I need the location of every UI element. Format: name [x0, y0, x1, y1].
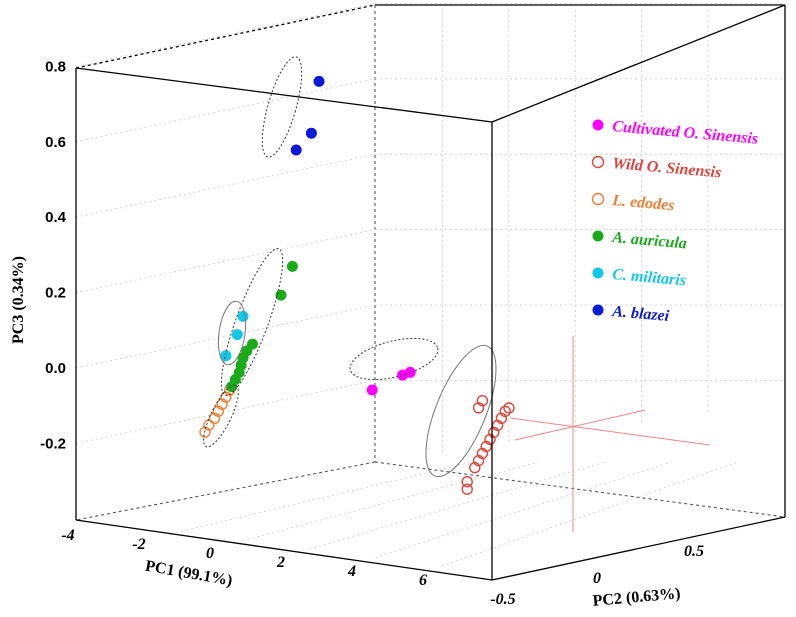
series-c-militaris: [220, 310, 249, 362]
z-tick-label: 0.0: [45, 360, 66, 377]
cluster-ellipse-cultivated: [349, 337, 439, 381]
legend-label: C. militaris: [612, 266, 687, 289]
legend-item-l-edodes: L. edodes: [591, 192, 675, 214]
y-tick-label: -0.5: [490, 591, 515, 608]
data-point: [290, 144, 302, 156]
grid-line-floor: [309, 461, 606, 550]
legend-marker: [592, 304, 604, 316]
data-point: [469, 461, 481, 474]
legend-item-cultivated-o-sinensis: Cultivated O. Sinensis: [592, 118, 759, 148]
data-point: [231, 329, 243, 341]
legend-marker: [591, 192, 605, 206]
origin-crosshair: [509, 336, 711, 532]
grid-line-back: [75, 153, 376, 218]
data-point: [488, 426, 500, 439]
x-tick-label: -4: [61, 527, 74, 544]
data-point: [461, 483, 473, 495]
data-point: [220, 350, 232, 362]
legend-marker: [592, 230, 604, 242]
data-point: [247, 338, 258, 350]
x-tick-label: -2: [132, 536, 145, 553]
data-point: [495, 412, 508, 424]
legend-marker: [592, 119, 604, 131]
grid-line-floor: [242, 461, 539, 542]
z-tick-label: 0.6: [45, 134, 66, 151]
z-tick-label: 0.8: [45, 58, 66, 75]
x-axis-title: PC1 (99.1%): [144, 558, 234, 590]
data-point: [275, 289, 287, 301]
x-tick-label: 0: [206, 545, 214, 562]
data-point: [199, 426, 211, 438]
grid-line-floor: [176, 461, 473, 533]
legend: Cultivated O. Sinensis Wild O. Sinensis L.…: [591, 118, 759, 325]
cluster-ellipse-wild: [425, 344, 497, 478]
cluster-ellipse-a-blazei: [261, 56, 303, 158]
data-series-layer: [199, 75, 515, 495]
legend-marker: [592, 267, 604, 279]
data-point: [503, 402, 515, 414]
data-point: [476, 395, 489, 407]
grid-line-back: [75, 78, 376, 143]
z-axis-title: PC3 (0.34%): [10, 256, 27, 344]
cluster-ellipse-c-militaris: [217, 300, 247, 366]
data-point: [237, 310, 249, 322]
series-a-blazei: [290, 75, 325, 156]
data-point: [404, 366, 416, 378]
plot-box-front: [75, 4, 786, 581]
data-point: [476, 447, 489, 460]
y-tick-label: 0: [593, 570, 601, 587]
x-tick-label: 4: [347, 563, 356, 580]
legend-item-c-militaris: C. militaris: [592, 266, 687, 289]
series-a-auricula: [226, 260, 298, 393]
data-point: [366, 384, 378, 396]
legend-marker: [591, 155, 605, 169]
cluster-ellipse-l-edodes: [203, 384, 239, 448]
legend-label: A. blazei: [611, 303, 671, 325]
data-point: [286, 260, 298, 272]
cluster-ellipse-a-auricula: [220, 247, 284, 397]
data-point: [220, 391, 232, 403]
legend-label: Wild O. Sinensis: [612, 155, 722, 181]
legend-item-wild-o-sinensis: Wild O. Sinensis: [591, 155, 722, 182]
data-point: [313, 75, 325, 87]
y-tick-label: 0.5: [684, 543, 704, 560]
data-point: [499, 405, 511, 417]
z-tick-label: 0.2: [45, 285, 66, 302]
z-tick-label: -0.2: [40, 435, 66, 452]
x-tick-label: 6: [419, 572, 427, 589]
cluster-ellipses: [203, 56, 497, 478]
axis-ticks: 0.8 0.6 0.4 0.2 0.0 -0.2 -4 -2 0 2 4 6 -0.5 0 0.5: [40, 58, 704, 608]
grid-line-back: [75, 229, 376, 293]
y-axis-title: PC2 (0.63%): [592, 585, 681, 610]
grid-line-back: [75, 304, 376, 369]
x-tick-label: 2: [276, 554, 285, 571]
legend-item-a-blazei: A. blazei: [592, 303, 671, 325]
series-wild-o-sinensis: [461, 395, 515, 495]
grid-line-floor: [441, 461, 739, 567]
grid-line-back: [75, 3, 376, 67]
grid-line-back: [75, 380, 376, 444]
data-point: [461, 476, 473, 488]
z-tick-label: 0.4: [45, 209, 67, 226]
series-cultivated-o-sinensis: [366, 366, 416, 396]
legend-item-a-auricula: A. auricula: [592, 229, 688, 253]
grid-line-floor: [375, 461, 672, 558]
grid-lines: [75, 2, 785, 567]
legend-label: L. edodes: [611, 192, 675, 214]
data-point: [212, 405, 225, 417]
data-point: [305, 127, 317, 139]
legend-label: A. auricula: [611, 229, 688, 253]
legend-label: Cultivated O. Sinensis: [612, 118, 759, 148]
data-point: [484, 433, 496, 446]
